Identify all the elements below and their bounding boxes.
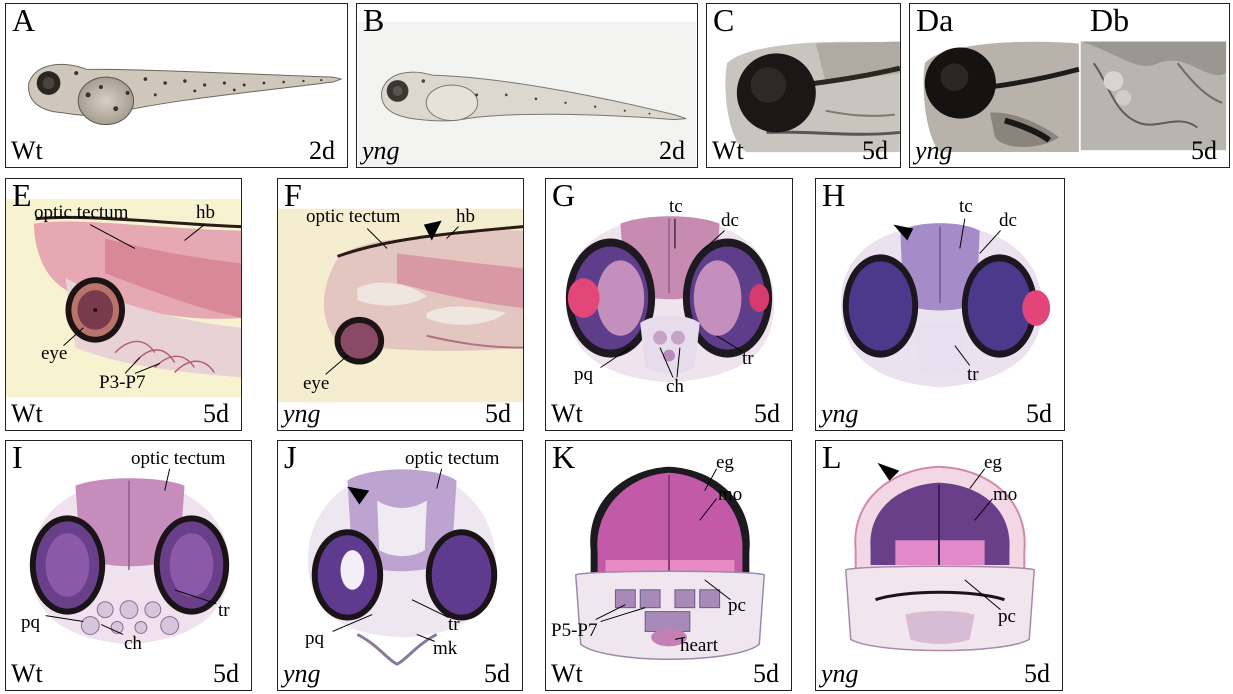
panel-g-tc-label: tc bbox=[669, 196, 683, 217]
panel-b-label: B bbox=[363, 3, 385, 38]
panel-e-optic-tectum-label: optic tectum bbox=[34, 202, 129, 223]
panel-h-tc-label: tc bbox=[959, 196, 973, 217]
panel-i-label: I bbox=[12, 440, 23, 475]
panel-g-label: G bbox=[552, 178, 576, 213]
panel-c-genotype: Wt bbox=[712, 136, 744, 165]
panel-k-eg-label: eg bbox=[716, 452, 734, 473]
panel-i-ch-label: ch bbox=[124, 633, 142, 654]
panel-g-genotype: Wt bbox=[551, 399, 583, 428]
panel-h: tc dc tr H yng 5d bbox=[815, 178, 1065, 431]
panel-b-age: 2d bbox=[659, 136, 685, 165]
panel-a-age: 2d bbox=[309, 136, 335, 165]
panel-k-image bbox=[546, 441, 791, 690]
panel-f-eye-label: eye bbox=[303, 373, 330, 394]
panel-h-tr-label: tr bbox=[967, 364, 979, 385]
panel-e-genotype: Wt bbox=[11, 399, 43, 428]
panel-g-ch-label: ch bbox=[666, 376, 684, 397]
panel-i-tr-label: tr bbox=[218, 600, 230, 621]
panel-j-optic-tectum-label: optic tectum bbox=[405, 448, 500, 469]
panel-l-label: L bbox=[822, 440, 842, 475]
panel-a-image bbox=[7, 4, 346, 167]
panel-f-image bbox=[278, 179, 523, 430]
panel-f-age: 5d bbox=[485, 399, 511, 428]
panel-h-image bbox=[816, 179, 1064, 430]
panel-j-genotype: yng bbox=[283, 659, 321, 688]
panel-h-dc-label: dc bbox=[999, 210, 1017, 231]
panel-h-label: H bbox=[822, 178, 846, 213]
panel-k-pharyngeal-label: P5-P7 bbox=[551, 620, 598, 641]
panel-b-genotype: yng bbox=[362, 136, 400, 165]
panel-j: optic tectum pq tr mk J yng 5d bbox=[277, 440, 523, 691]
panel-k-label: K bbox=[552, 440, 576, 475]
panel-g-pq-label: pq bbox=[574, 364, 593, 385]
panel-i-pq-label: pq bbox=[21, 612, 40, 633]
panel-i-age: 5d bbox=[213, 659, 239, 688]
panel-e-age: 5d bbox=[203, 399, 229, 428]
panel-l-age: 5d bbox=[1024, 659, 1050, 688]
panel-db-label: Db bbox=[1090, 3, 1130, 38]
panel-b: B yng 2d bbox=[356, 3, 698, 168]
panel-g-dc-label: dc bbox=[721, 210, 739, 231]
panel-i: optic tectum pq ch tr I Wt 5d bbox=[5, 440, 252, 691]
panel-c: C Wt 5d bbox=[706, 3, 901, 168]
panel-d-genotype: yng bbox=[915, 136, 953, 165]
panel-j-tr-label: tr bbox=[448, 614, 460, 635]
panel-c-image bbox=[707, 4, 900, 167]
panel-f-label: F bbox=[284, 178, 302, 213]
panel-k-mo-label: mo bbox=[718, 484, 743, 505]
panel-l-genotype: yng bbox=[821, 659, 859, 688]
panel-j-age: 5d bbox=[484, 659, 510, 688]
panel-j-mk-label: mk bbox=[433, 638, 458, 659]
panel-d-image bbox=[910, 4, 1229, 167]
panel-k-heart-label: heart bbox=[680, 635, 718, 656]
panel-l: eg mo pc L yng 5d bbox=[815, 440, 1063, 691]
panel-a: A Wt 2d bbox=[5, 3, 348, 168]
panel-b-image bbox=[358, 4, 696, 167]
panel-c-age: 5d bbox=[862, 136, 888, 165]
panel-j-image bbox=[278, 441, 522, 690]
panel-g-tr-label: tr bbox=[742, 348, 754, 369]
panel-f: optic tectum hb eye F yng 5d bbox=[277, 178, 524, 431]
panel-e: optic tectum hb eye P3-P7 E Wt 5d bbox=[5, 178, 242, 431]
panel-e-eye-label: eye bbox=[41, 343, 68, 364]
panel-l-mo-label: mo bbox=[993, 484, 1018, 505]
panel-l-image bbox=[816, 441, 1062, 690]
panel-d-age: 5d bbox=[1191, 136, 1217, 165]
panel-e-label: E bbox=[12, 178, 32, 213]
panel-e-hb-label: hb bbox=[196, 202, 215, 223]
panel-g-age: 5d bbox=[754, 399, 780, 428]
panel-f-optic-tectum-label: optic tectum bbox=[306, 206, 401, 227]
panel-c-label: C bbox=[713, 3, 735, 38]
panel-a-genotype: Wt bbox=[11, 136, 43, 165]
panel-a-label: A bbox=[12, 3, 36, 38]
panel-e-pharyngeal-label: P3-P7 bbox=[99, 372, 146, 393]
panel-d: Da Db yng 5d bbox=[909, 3, 1230, 168]
panel-da-label: Da bbox=[916, 3, 954, 38]
panel-l-pc-label: pc bbox=[998, 606, 1016, 627]
panel-f-genotype: yng bbox=[283, 399, 321, 428]
panel-i-optic-tectum-label: optic tectum bbox=[131, 448, 226, 469]
panel-k-age: 5d bbox=[753, 659, 779, 688]
panel-k: eg mo pc P5-P7 heart K Wt 5d bbox=[545, 440, 792, 691]
panel-h-age: 5d bbox=[1026, 399, 1052, 428]
panel-j-label: J bbox=[284, 440, 297, 475]
panel-g: tc dc pq ch tr G Wt 5d bbox=[545, 178, 793, 431]
panel-k-pc-label: pc bbox=[728, 595, 746, 616]
panel-l-eg-label: eg bbox=[984, 452, 1002, 473]
panel-k-genotype: Wt bbox=[551, 659, 583, 688]
panel-i-genotype: Wt bbox=[11, 659, 43, 688]
panel-h-genotype: yng bbox=[821, 399, 859, 428]
panel-j-pq-label: pq bbox=[305, 628, 324, 649]
panel-f-hb-label: hb bbox=[456, 206, 475, 227]
